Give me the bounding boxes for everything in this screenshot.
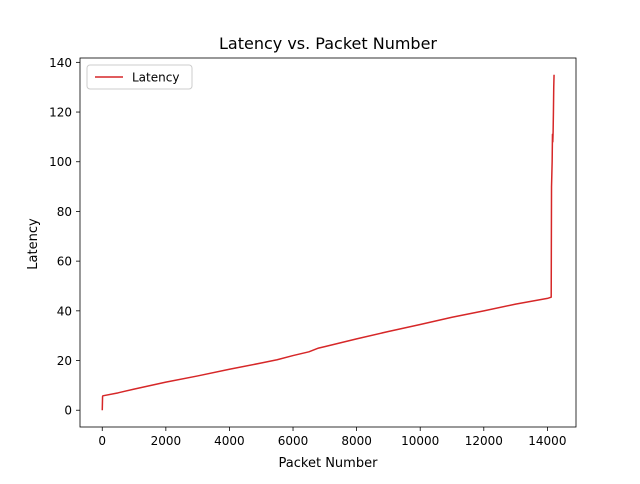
y-tick-label: 120 bbox=[49, 106, 72, 120]
legend-box bbox=[86, 64, 193, 90]
y-tick-label: 140 bbox=[49, 56, 72, 70]
y-tick-label: 20 bbox=[57, 354, 72, 368]
legend-label: Latency bbox=[132, 71, 179, 85]
y-axis-label: Latency bbox=[26, 218, 41, 270]
chart-title: Latency vs. Packet Number bbox=[219, 34, 437, 53]
x-tick-label: 10000 bbox=[401, 434, 439, 448]
x-tick-label: 2000 bbox=[151, 434, 182, 448]
y-tick-label: 0 bbox=[64, 404, 72, 418]
plot-frame bbox=[79, 57, 577, 428]
axis-layer: 0 2000 4000 6000 8000 10000 12000 14000 0 20 40 60 8… bbox=[49, 56, 577, 448]
x-tick-label: 0 bbox=[98, 434, 106, 448]
y-tick-label: 80 bbox=[57, 205, 72, 219]
x-tick-label: 8000 bbox=[341, 434, 372, 448]
x-axis-label: Packet Number bbox=[279, 456, 379, 471]
series-line-0 bbox=[101, 74, 555, 411]
y-tick-label: 60 bbox=[57, 255, 72, 269]
x-tick-label: 14000 bbox=[528, 434, 566, 448]
x-tick-label: 12000 bbox=[465, 434, 503, 448]
plot-layer bbox=[101, 74, 555, 411]
x-tick-label: 6000 bbox=[278, 434, 309, 448]
x-tick-label: 4000 bbox=[214, 434, 245, 448]
legend: Latency bbox=[86, 64, 193, 90]
y-tick-label: 40 bbox=[57, 304, 72, 318]
y-tick-label: 100 bbox=[49, 155, 72, 169]
